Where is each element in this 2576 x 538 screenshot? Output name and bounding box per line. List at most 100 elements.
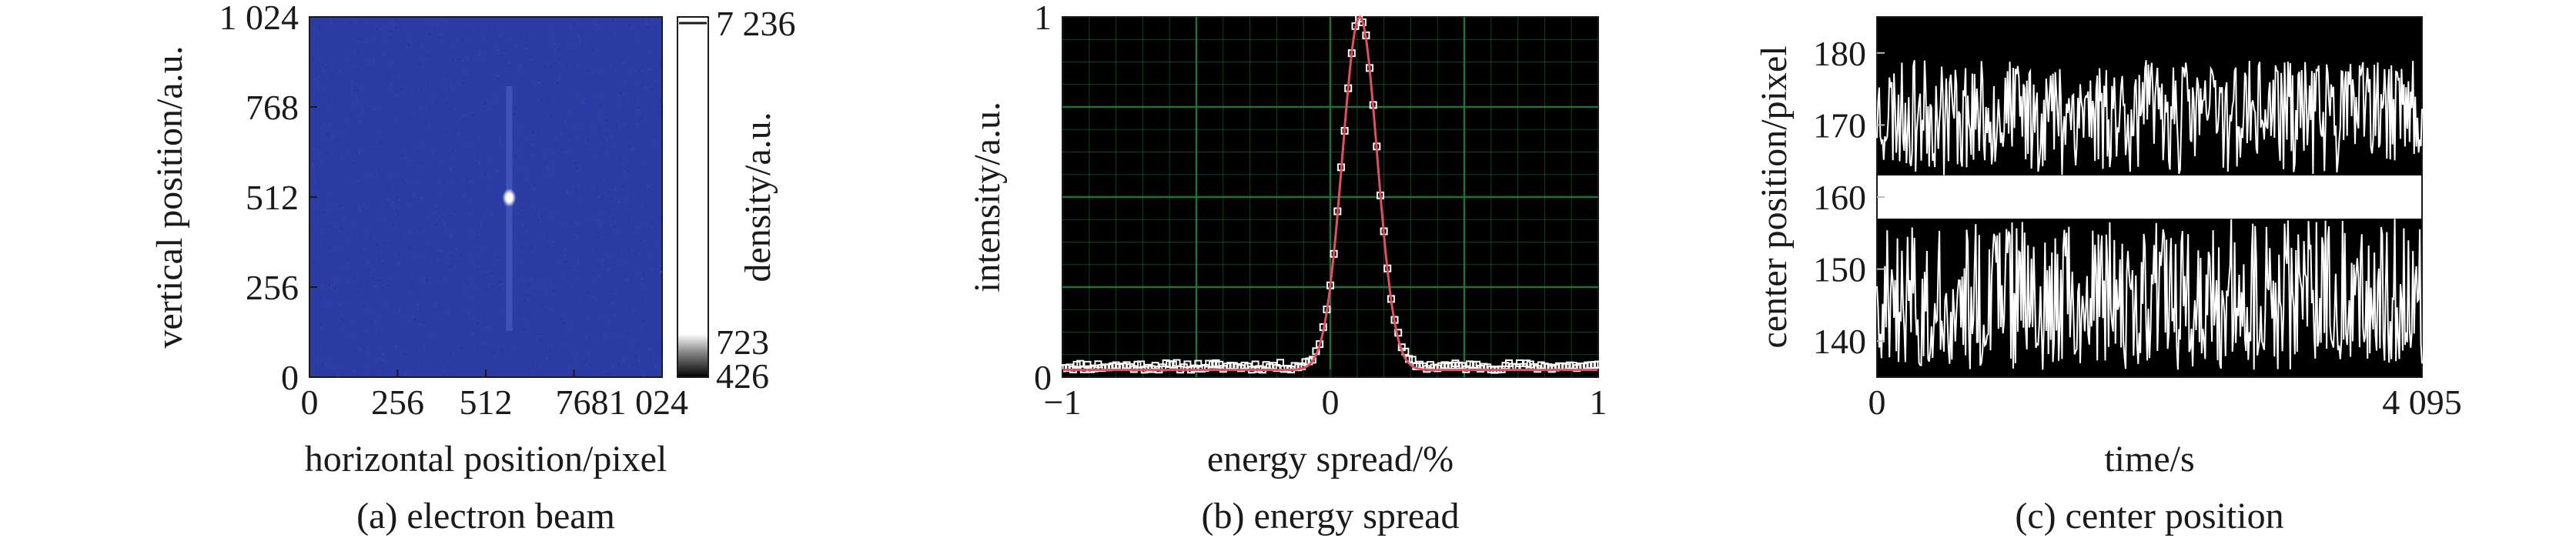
beam-noise-pixel: [630, 270, 632, 272]
beam-noise-pixel: [621, 259, 623, 262]
beam-noise-pixel: [535, 212, 537, 215]
beam-noise-pixel: [333, 288, 336, 290]
beam-noise-pixel: [654, 62, 656, 64]
beam-noise-pixel: [625, 231, 627, 233]
beam-noise-pixel: [490, 27, 493, 29]
beam-noise-pixel: [445, 74, 447, 75]
beam-noise-pixel: [554, 147, 557, 149]
beam-noise-pixel: [386, 285, 388, 287]
beam-noise-pixel: [520, 299, 522, 300]
beam-noise-pixel: [530, 208, 533, 210]
beam-noise-pixel: [573, 266, 575, 269]
beam-noise-pixel: [331, 21, 333, 23]
beam-noise-pixel: [378, 260, 380, 262]
beam-noise-pixel: [659, 101, 661, 103]
beam-noise-pixel: [583, 361, 585, 363]
beam-noise-pixel: [594, 279, 596, 281]
beam-x-tick-label: 256: [371, 383, 424, 422]
beam-noise-pixel: [428, 54, 430, 56]
beam-noise-pixel: [449, 168, 451, 169]
beam-noise-pixel: [586, 219, 588, 221]
beam-noise-pixel: [541, 306, 544, 308]
beam-noise-pixel: [391, 32, 393, 35]
center-y-tick-label: 160: [1813, 178, 1866, 217]
beam-noise-pixel: [344, 312, 346, 315]
beam-noise-pixel: [642, 177, 644, 179]
beam-noise-pixel: [403, 184, 405, 186]
beam-noise-pixel: [340, 324, 341, 326]
beam-noise-pixel: [576, 307, 578, 309]
beam-noise-pixel: [483, 323, 484, 326]
beam-noise-pixel: [497, 78, 500, 80]
beam-noise-pixel: [565, 152, 567, 154]
beam-noise-pixel: [426, 279, 428, 282]
beam-noise-pixel: [480, 149, 482, 151]
beam-noise-pixel: [323, 70, 325, 72]
beam-noise-pixel: [557, 58, 560, 60]
beam-noise-pixel: [443, 322, 445, 325]
beam-noise-pixel: [562, 198, 564, 200]
beam-noise-pixel: [634, 253, 637, 255]
beam-noise-pixel: [457, 139, 459, 141]
beam-noise-pixel: [570, 28, 572, 30]
beam-noise-pixel: [524, 299, 527, 302]
beam-noise-pixel: [466, 58, 468, 60]
beam-noise-pixel: [510, 65, 511, 67]
beam-noise-pixel: [512, 219, 514, 221]
beam-noise-pixel: [634, 99, 636, 102]
beam-noise-pixel: [654, 84, 657, 86]
beam-noise-pixel: [564, 339, 566, 341]
center-x-ticks: 0 4 095: [1868, 383, 2462, 422]
beam-noise-pixel: [401, 150, 403, 152]
beam-noise-pixel: [596, 29, 598, 32]
beam-noise-pixel: [339, 229, 341, 232]
beam-noise-pixel: [645, 22, 647, 23]
energy-y-tick-label: 0: [1034, 358, 1052, 397]
beam-noise-pixel: [481, 275, 483, 277]
beam-noise-pixel: [450, 353, 452, 355]
beam-noise-pixel: [641, 163, 644, 165]
beam-noise-pixel: [346, 258, 349, 260]
beam-noise-pixel: [320, 326, 323, 329]
beam-noise-pixel: [458, 134, 460, 136]
beam-noise-pixel: [419, 178, 421, 180]
beam-noise-pixel: [318, 58, 320, 61]
beam-noise-pixel: [385, 36, 387, 38]
beam-noise-pixel: [487, 175, 489, 178]
beam-noise-pixel: [400, 28, 402, 31]
beam-noise-pixel: [533, 61, 535, 63]
beam-noise-pixel: [459, 269, 461, 272]
beam-noise-pixel: [568, 139, 570, 141]
beam-noise-pixel: [356, 151, 358, 153]
beam-noise-pixel: [517, 144, 520, 146]
beam-noise-pixel: [557, 82, 558, 85]
beam-noise-pixel: [540, 99, 543, 101]
beam-noise-pixel: [618, 248, 621, 250]
beam-noise-pixel: [532, 372, 534, 374]
beam-noise-pixel: [497, 49, 499, 51]
beam-noise-pixel: [574, 189, 576, 191]
colorbar: [677, 16, 709, 378]
beam-noise-pixel: [336, 139, 338, 142]
beam-noise-pixel: [577, 236, 579, 237]
beam-noise-pixel: [519, 129, 521, 130]
beam-noise-pixel: [620, 103, 622, 105]
beam-noise-pixel: [428, 241, 430, 243]
beam-noise-pixel: [632, 148, 634, 149]
beam-noise-pixel: [482, 317, 484, 319]
panel-energy-spread: −1 0 1 01 energy spread/% intensity/a.u. (…: [967, 0, 1607, 536]
beam-noise-pixel: [614, 189, 616, 191]
beam-noise-pixel: [383, 218, 386, 220]
beam-noise-pixel: [417, 309, 419, 311]
beam-noise-pixel: [382, 262, 384, 265]
beam-noise-pixel: [577, 209, 580, 210]
beam-noise-pixel: [363, 249, 366, 251]
beam-noise-pixel: [327, 213, 330, 215]
beam-noise-pixel: [382, 261, 384, 262]
beam-noise-pixel: [373, 59, 375, 62]
beam-noise-pixel: [440, 247, 442, 249]
beam-noise-pixel: [592, 295, 594, 297]
beam-noise-pixel: [448, 89, 450, 92]
beam-noise-pixel: [612, 71, 614, 73]
beam-noise-pixel: [357, 347, 360, 349]
